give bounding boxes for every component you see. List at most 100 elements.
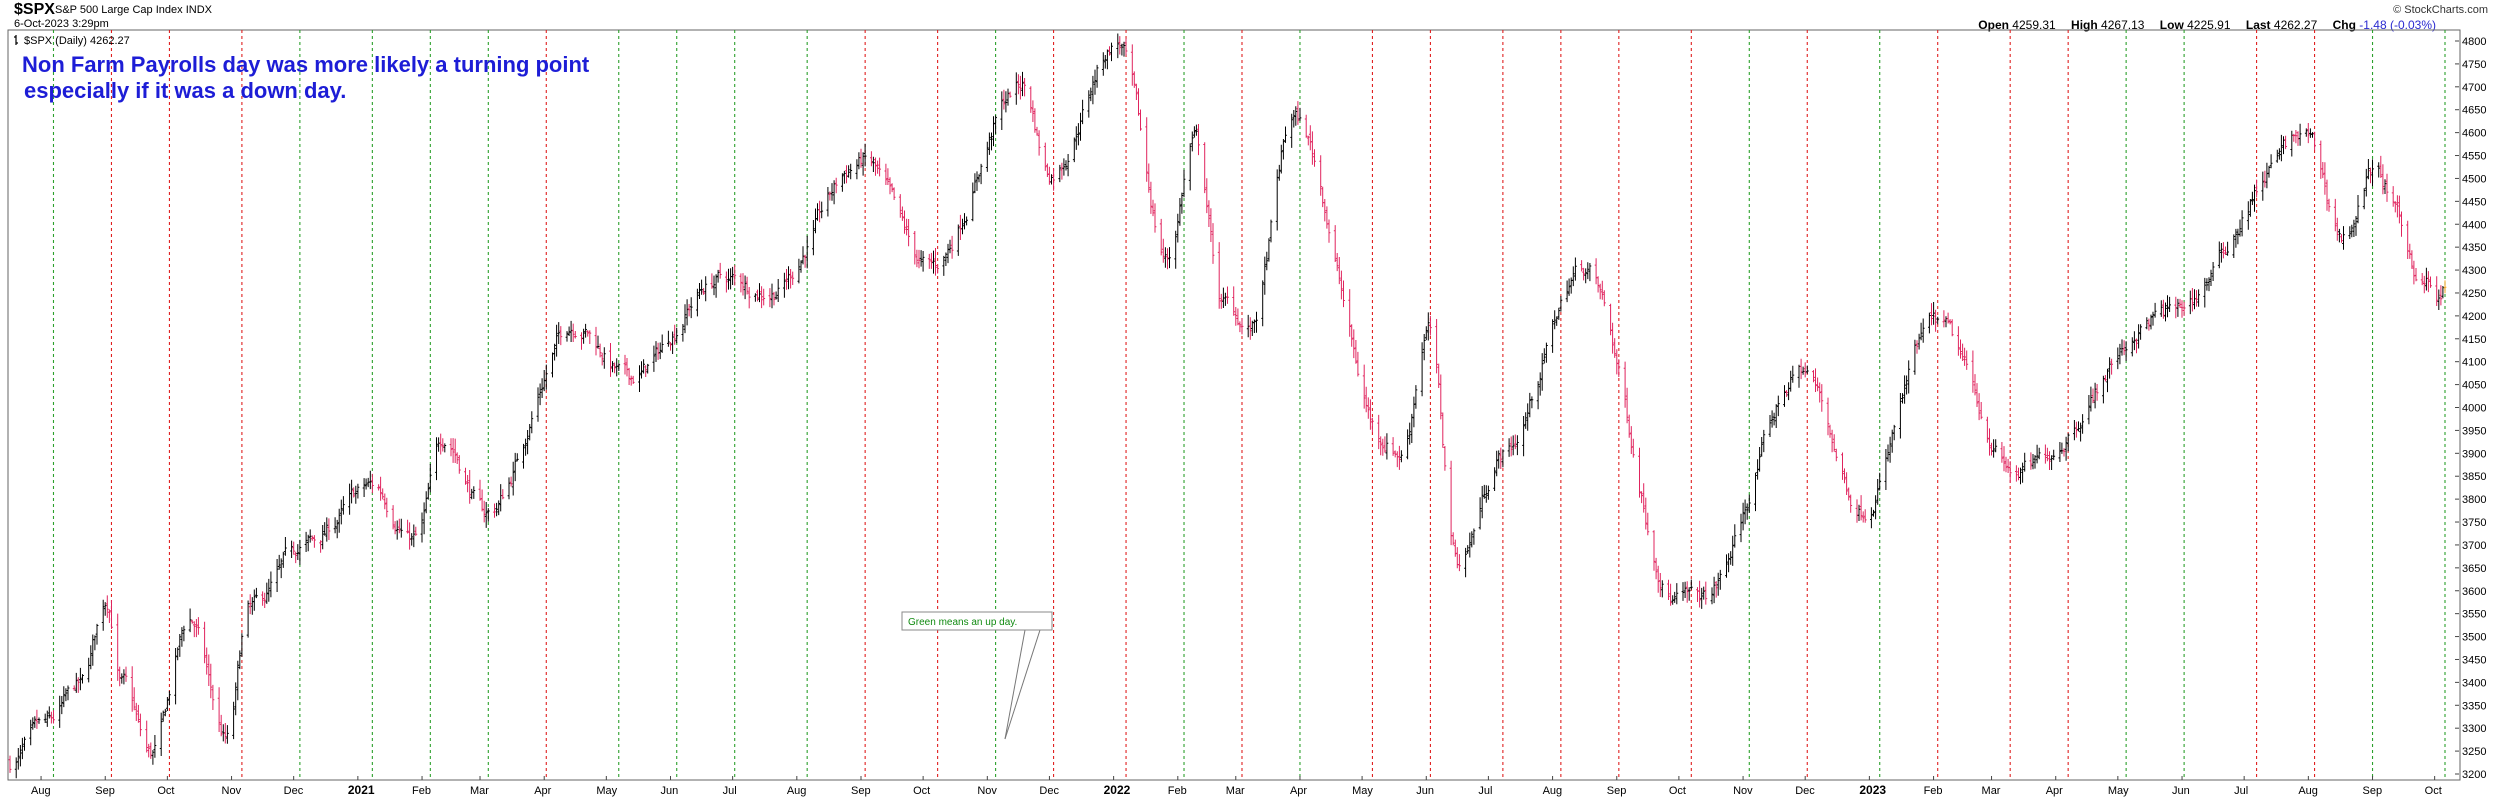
price-bar-down <box>1959 339 1962 359</box>
price-bar-down <box>1623 361 1627 408</box>
price-bar-up <box>238 650 242 670</box>
price-bar-down <box>559 326 563 346</box>
price-bar-down <box>1667 579 1670 600</box>
y-tick-label: 4700 <box>2462 82 2486 94</box>
open-value: 4259.31 <box>2012 18 2056 32</box>
price-bar-up <box>159 712 163 756</box>
price-bar-up <box>524 438 527 456</box>
price-bar-down <box>1429 315 1432 336</box>
price-bar-up <box>250 597 254 615</box>
price-bar-down <box>580 332 583 350</box>
price-bar-up <box>1480 486 1484 519</box>
price-bar-up <box>1559 296 1563 312</box>
price-bar-up <box>1538 372 1542 396</box>
price-bar-down <box>1207 200 1211 227</box>
price-bar-up <box>2425 267 2428 291</box>
price-bar-up <box>843 170 846 184</box>
price-bar-up <box>801 246 805 265</box>
price-bar-up <box>1801 366 1805 375</box>
x-tick-label: Oct <box>913 785 930 797</box>
high-value: 4267.13 <box>2101 18 2145 32</box>
price-bar-up <box>2443 280 2447 294</box>
price-bar-down <box>52 710 55 724</box>
y-tick-label: 4300 <box>2462 265 2486 277</box>
price-bar-up <box>1768 415 1772 437</box>
price-bar-down <box>1130 44 1134 86</box>
y-tick-label: 4400 <box>2462 219 2486 231</box>
price-bar-down <box>859 148 863 168</box>
price-bar-up <box>658 342 662 360</box>
price-bar-up <box>2356 195 2360 224</box>
price-bar-up <box>2188 290 2192 315</box>
price-bar-up <box>1422 334 1426 361</box>
x-tick-label: May <box>2108 785 2129 797</box>
price-bar-up <box>1524 412 1528 429</box>
price-bar-up <box>1710 587 1714 605</box>
price-bar-down <box>371 473 374 494</box>
price-bar-up <box>163 708 167 717</box>
price-bar-down <box>1313 149 1316 167</box>
stockcharts-brand[interactable]: © StockCharts.com <box>2393 4 2488 16</box>
price-bar-up <box>1536 381 1540 410</box>
price-bar-down <box>2379 155 2383 178</box>
price-bar-up <box>368 470 372 490</box>
price-bar-down <box>905 218 908 236</box>
price-bar-up <box>2207 277 2211 292</box>
price-bar-up <box>994 115 997 134</box>
price-bar-up <box>948 239 952 254</box>
price-bar-up <box>1410 413 1414 443</box>
price-bar-down <box>2340 234 2343 243</box>
price-bar-up <box>973 173 977 194</box>
price-bar-down <box>915 249 919 268</box>
price-bar-up <box>1586 262 1590 280</box>
price-bar-down <box>1118 36 1122 55</box>
price-bar-up <box>2261 171 2265 201</box>
price-bar-up <box>565 331 569 342</box>
price-bar-up <box>240 633 244 657</box>
price-bar-up <box>2203 277 2207 308</box>
price-bar-down <box>1812 370 1815 383</box>
price-bar-up <box>1176 213 1180 243</box>
price-bar-up <box>2267 165 2271 178</box>
price-bar-up <box>1081 99 1084 125</box>
price-bar-down <box>2147 318 2151 331</box>
price-bar-down <box>1335 253 1339 272</box>
price-bar-up <box>2278 148 2281 160</box>
price-bar-up <box>1758 447 1761 472</box>
price-bar-down <box>2319 140 2323 179</box>
callout-pointer <box>1004 629 1041 740</box>
price-bar-down <box>898 194 902 218</box>
y-tick-label: 4250 <box>2462 288 2486 300</box>
price-bar-down <box>211 684 215 710</box>
price-bar-up <box>1876 479 1880 505</box>
price-bar-up <box>1493 467 1496 491</box>
price-bar-down <box>2008 461 2012 483</box>
price-bar-up <box>281 551 285 568</box>
price-bar-down <box>2135 338 2138 354</box>
exchange-label: INDX <box>185 4 212 16</box>
price-bar-down <box>1453 539 1457 557</box>
price-bar-up <box>484 502 488 528</box>
price-bar-up <box>2253 184 2256 212</box>
price-bar-up <box>2290 130 2294 157</box>
y-tick-label: 3600 <box>2462 586 2486 598</box>
price-bar-up <box>277 554 281 570</box>
price-bar-down <box>1340 270 1343 300</box>
price-bar-down <box>310 535 314 541</box>
price-bar-up <box>321 525 325 550</box>
price-bar-up <box>95 623 99 645</box>
x-tick-label: Aug <box>787 785 807 797</box>
price-bar-down <box>145 720 149 753</box>
price-bar-up <box>21 737 24 760</box>
price-bar-up <box>2220 243 2223 263</box>
price-bar-up <box>540 378 544 398</box>
price-bar-down <box>785 269 788 290</box>
price-bar-down <box>1333 225 1337 262</box>
price-bar-up <box>1907 360 1911 394</box>
price-bar-down <box>2412 260 2416 285</box>
price-bar-up <box>2106 368 2109 393</box>
price-bar-up <box>1700 587 1704 609</box>
price-bar-down <box>594 326 598 356</box>
price-bar-down <box>319 540 322 553</box>
